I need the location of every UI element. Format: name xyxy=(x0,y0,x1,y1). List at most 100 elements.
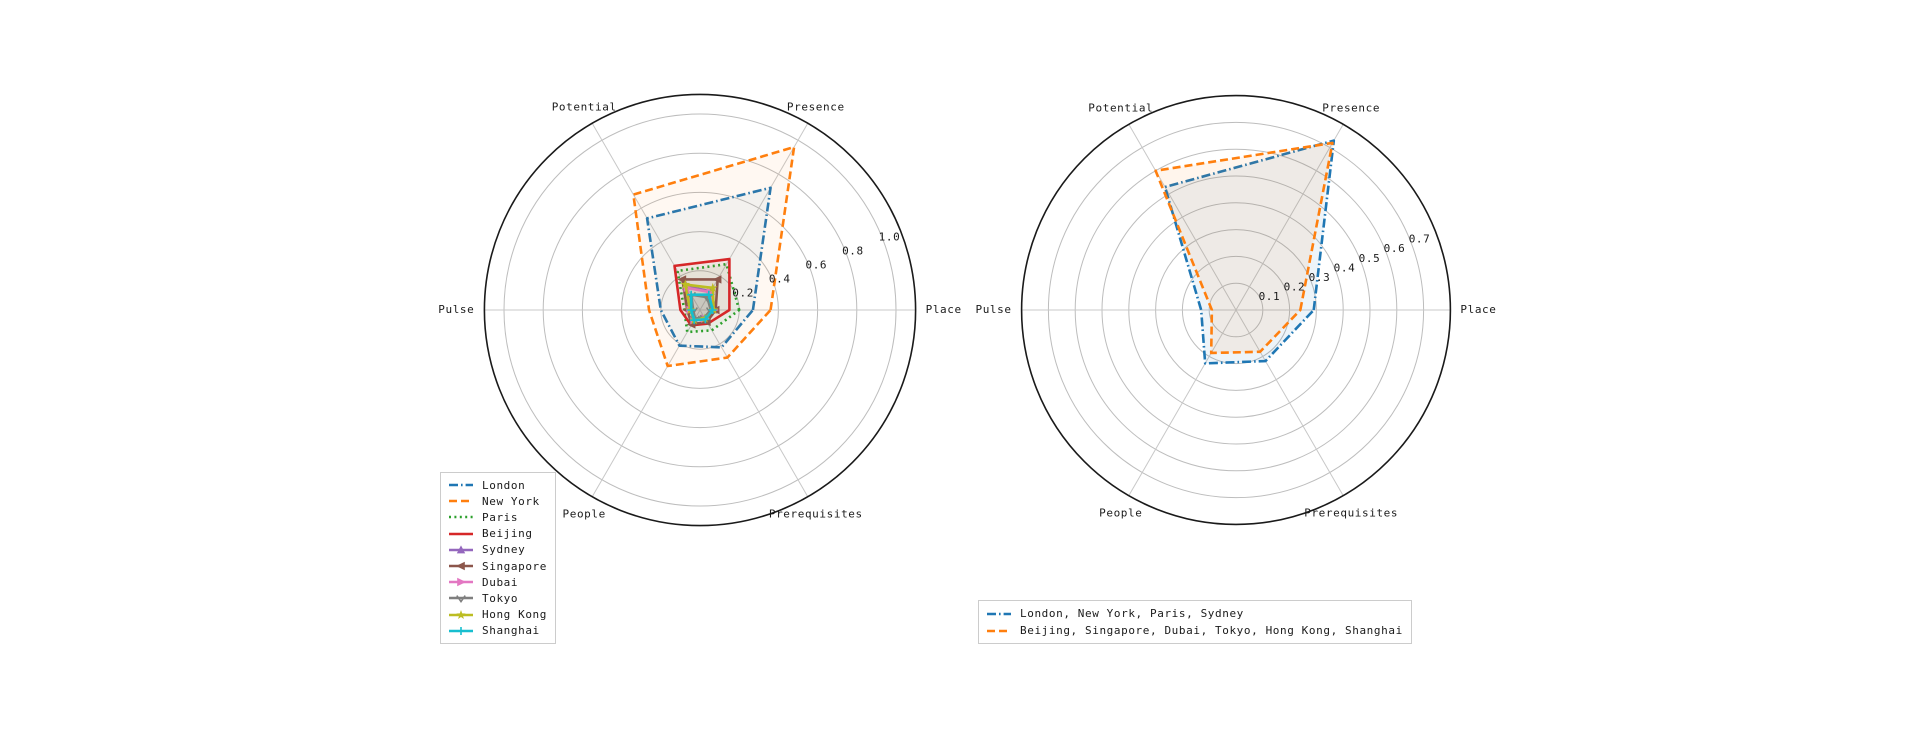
plus-marker-icon xyxy=(687,306,696,314)
axis-label-people: People xyxy=(563,508,606,521)
legend-label: Tokyo xyxy=(482,591,519,605)
series-line xyxy=(1154,141,1334,355)
axis-spoke xyxy=(1128,309,1237,496)
r-tick-label: 0.1 xyxy=(1259,290,1281,303)
legend-line-sample xyxy=(449,545,473,554)
legend-item-dubai: Dubai xyxy=(448,574,547,590)
axis-spoke xyxy=(1235,124,1344,311)
legend-line-sample xyxy=(987,612,1011,615)
plus-marker-icon xyxy=(708,306,717,314)
axis-label-potential: Potential xyxy=(552,100,617,113)
legend-label: Hong Kong xyxy=(482,608,548,622)
series-london-new-york-paris-sydney xyxy=(1163,139,1336,365)
r-tick-label: 0.4 xyxy=(1334,261,1356,274)
axis-spoke xyxy=(1235,309,1344,496)
triangle-up-marker-icon xyxy=(456,545,466,554)
r-tick-label: 0.2 xyxy=(1284,281,1306,294)
legend-left: London New York Paris Beijing Sydney Singapor… xyxy=(440,472,557,644)
legend-item-london-new-york-paris-sydney: London, New York, Paris, Sydney xyxy=(986,605,1403,622)
axis-label-pulse: Pulse xyxy=(438,303,474,316)
legend-label: Paris xyxy=(482,510,519,524)
legend-label: Singapore xyxy=(482,559,548,573)
legend-item-beijing-singapore-dubai-tokyo-hong-kong-shanghai: Beijing, Singapore, Dubai, Tokyo, Hong K… xyxy=(986,622,1403,639)
legend-item-shanghai: Shanghai xyxy=(448,623,547,639)
triangle-left-marker-icon xyxy=(677,275,687,284)
axis-label-place: Place xyxy=(926,303,962,316)
plus-marker-icon xyxy=(687,290,696,299)
axis-label-prerequisites: Prerequisites xyxy=(769,508,863,521)
legend-line-sample xyxy=(987,629,1011,632)
r-tick-label: 0.2 xyxy=(732,286,754,299)
axis-label-presence: Presence xyxy=(1322,101,1380,114)
legend-label: Beijing xyxy=(482,527,533,541)
triangle-right-marker-icon xyxy=(457,578,466,587)
r-tick-label: 0.7 xyxy=(1409,233,1431,246)
legend-label: Dubai xyxy=(482,575,519,589)
series-fill xyxy=(1155,142,1333,353)
series-shanghai xyxy=(687,290,717,325)
legend-item-new-york: New York xyxy=(448,493,547,509)
legend-right: London, New York, Paris, Sydney Beijing, … xyxy=(978,600,1412,644)
plus-marker-icon xyxy=(690,316,699,325)
r-tick-label: 0.3 xyxy=(1309,271,1331,284)
star-marker-icon xyxy=(707,282,718,292)
series-line xyxy=(632,145,796,368)
legend-item-tokyo: Tokyo xyxy=(448,590,547,606)
legend-item-paris: Paris xyxy=(448,509,547,525)
r-tick-label: 0.5 xyxy=(1359,252,1381,265)
legend-line-sample xyxy=(449,561,473,571)
r-tick-label: 0.6 xyxy=(1384,242,1406,255)
axis-label-people: People xyxy=(1099,507,1142,520)
axis-label-place: Place xyxy=(1460,303,1496,316)
legend-label: London xyxy=(482,478,526,492)
radial-grid xyxy=(1021,121,1451,499)
legend-label: New York xyxy=(482,494,540,508)
axis-label-presence: Presence xyxy=(787,100,845,113)
axis-spoke xyxy=(699,309,809,497)
radar-chart-left: 0.2 0.4 0.6 0.8 1.0 Place Presence Potential Pul… xyxy=(438,93,962,527)
series-fill xyxy=(691,294,713,321)
series-fill xyxy=(691,294,711,319)
triangle-left-marker-icon xyxy=(712,275,722,284)
series-beijing-singapore-dubai-tokyo-hong-kong-shanghai xyxy=(1154,141,1334,355)
series-fill xyxy=(1164,140,1334,364)
legend-line-sample xyxy=(449,500,473,503)
legend-item-hong-kong: Hong Kong xyxy=(448,607,547,623)
axis-label-prerequisites: Prerequisites xyxy=(1304,507,1398,520)
legend-label: Sydney xyxy=(482,543,526,557)
series-line xyxy=(645,186,772,349)
plus-marker-icon xyxy=(701,315,710,324)
legend-label: London, New York, Paris, Sydney xyxy=(1020,607,1244,620)
legend-line-sample xyxy=(449,578,473,587)
legend-line-sample xyxy=(449,609,473,619)
series-line xyxy=(1163,139,1336,365)
plus-marker-icon xyxy=(704,290,713,299)
legend-item-sydney: Sydney xyxy=(448,542,547,558)
r-tick-label: 0.6 xyxy=(805,258,827,271)
r-tick-label: 0.4 xyxy=(769,272,791,285)
axis-spoke xyxy=(591,309,701,497)
legend-item-beijing: Beijing xyxy=(448,526,547,542)
legend-item-london: London xyxy=(448,477,547,493)
legend-line-sample xyxy=(449,626,473,635)
polar-outline xyxy=(1020,94,1452,526)
triangle-down-marker-icon xyxy=(456,595,466,604)
axis-label-potential: Potential xyxy=(1088,101,1153,114)
r-tick-label: 0.8 xyxy=(842,244,864,257)
star-marker-icon xyxy=(456,609,466,619)
plus-marker-icon xyxy=(457,626,465,635)
legend-item-singapore: Singapore xyxy=(448,558,547,574)
r-tick-label: 1.0 xyxy=(879,230,901,243)
radar-chart-right: 0.10.20.30.40.50.60.7 Place Presence Potent… xyxy=(975,94,1496,526)
radial-grid xyxy=(484,113,916,507)
legend-line-sample xyxy=(449,483,473,487)
axis-label-pulse: Pulse xyxy=(975,303,1011,316)
polar-outline xyxy=(483,93,917,527)
series-fill xyxy=(633,147,795,367)
series-new-york xyxy=(632,145,796,368)
legend-line-sample xyxy=(449,595,473,604)
legend-line-sample xyxy=(449,516,473,519)
legend-line-sample xyxy=(449,532,473,535)
star-marker-icon xyxy=(680,279,691,289)
